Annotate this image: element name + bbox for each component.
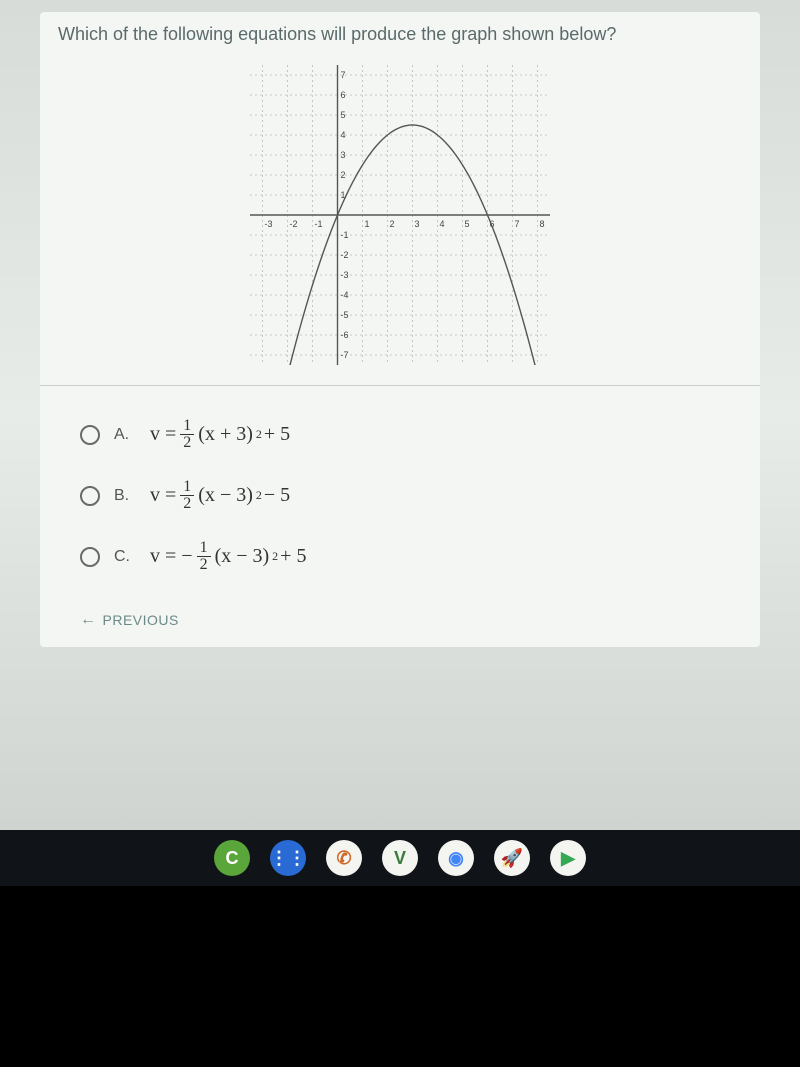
option-letter: A. [114,426,136,444]
app-c-icon[interactable]: C [214,840,250,876]
option-letter: B. [114,487,136,505]
svg-text:6: 6 [341,90,346,100]
dead-space [0,886,800,1067]
previous-button[interactable]: ← PREVIOUS [80,611,179,629]
svg-text:-7: -7 [341,350,349,360]
option-formula: v = 12 (x + 3)2 + 5 [150,418,290,451]
options-list: A. v = 12 (x + 3)2 + 5 B. v = 12 (x − 3)… [40,386,760,597]
svg-text:3: 3 [415,219,420,229]
option-formula: v = 12 (x − 3)2 − 5 [150,479,290,512]
svg-text:4: 4 [440,219,445,229]
app-dice-icon[interactable]: ⋮⋮ [270,840,306,876]
svg-text:-5: -5 [341,310,349,320]
svg-text:-3: -3 [265,219,273,229]
svg-text:2: 2 [390,219,395,229]
option-letter: C. [114,548,136,566]
question-text: Which of the following equations will pr… [40,12,760,55]
radio-icon[interactable] [80,486,100,506]
svg-text:7: 7 [341,70,346,80]
app-call-icon[interactable]: ✆ [326,840,362,876]
svg-text:2: 2 [341,170,346,180]
svg-text:-1: -1 [341,230,349,240]
taskbar: C ⋮⋮ ✆ V ◉ 🚀 ▶ [0,830,800,886]
svg-text:1: 1 [365,219,370,229]
svg-text:-2: -2 [341,250,349,260]
option-formula: v = − 12 (x − 3)2 + 5 [150,540,306,573]
svg-text:8: 8 [540,219,545,229]
svg-text:5: 5 [341,110,346,120]
radio-icon[interactable] [80,547,100,567]
graph-container: -3-2-112345678-7-6-5-4-3-2-11234567 [40,55,760,386]
app-rocket-icon[interactable]: 🚀 [494,840,530,876]
svg-text:3: 3 [341,150,346,160]
previous-label: PREVIOUS [103,612,179,628]
svg-text:7: 7 [515,219,520,229]
svg-text:-3: -3 [341,270,349,280]
chrome-icon[interactable]: ◉ [438,840,474,876]
arrow-left-icon: ← [80,611,97,629]
svg-text:-2: -2 [290,219,298,229]
parabola-graph: -3-2-112345678-7-6-5-4-3-2-11234567 [250,65,550,365]
question-card: Which of the following equations will pr… [40,12,760,647]
svg-text:-6: -6 [341,330,349,340]
svg-text:4: 4 [341,130,346,140]
svg-text:-4: -4 [341,290,349,300]
option-A[interactable]: A. v = 12 (x + 3)2 + 5 [80,404,760,465]
svg-text:-1: -1 [315,219,323,229]
app-vpn-icon[interactable]: V [382,840,418,876]
option-B[interactable]: B. v = 12 (x − 3)2 − 5 [80,465,760,526]
option-C[interactable]: C. v = − 12 (x − 3)2 + 5 [80,526,760,587]
svg-text:5: 5 [465,219,470,229]
play-store-icon[interactable]: ▶ [550,840,586,876]
radio-icon[interactable] [80,425,100,445]
